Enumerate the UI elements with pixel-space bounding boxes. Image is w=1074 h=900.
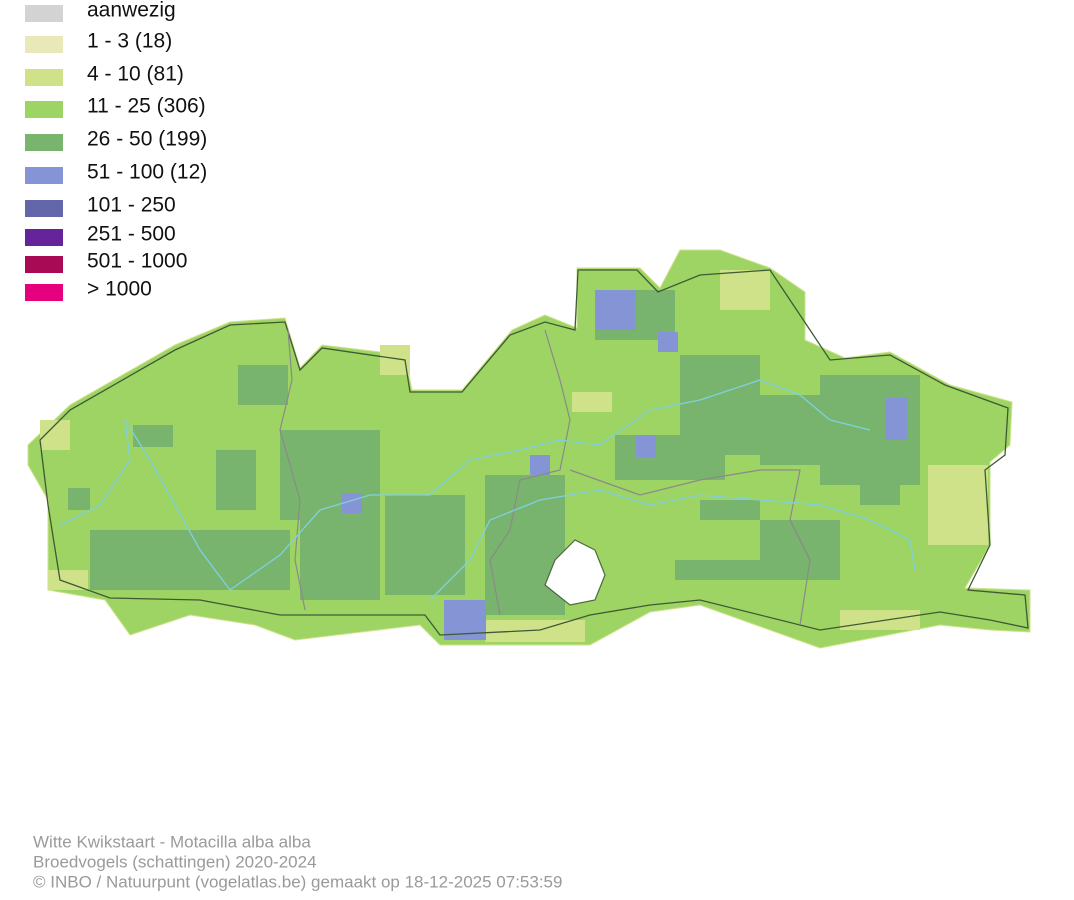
cell bbox=[636, 435, 656, 457]
province-border bbox=[489, 329, 571, 616]
map bbox=[27, 249, 1031, 649]
cell bbox=[68, 488, 90, 510]
cells-dark bbox=[68, 290, 920, 615]
cell bbox=[90, 530, 290, 590]
cell bbox=[572, 392, 612, 412]
legend-label: 4 - 10 (81) bbox=[87, 63, 184, 86]
cell bbox=[485, 475, 565, 615]
legend-swatch bbox=[25, 69, 63, 86]
footer-credit: © INBO / Natuurpunt (vogelatlas.be) gema… bbox=[33, 872, 562, 891]
cell bbox=[238, 365, 288, 405]
cell bbox=[700, 500, 760, 520]
legend-label: 1 - 3 (18) bbox=[87, 30, 172, 53]
cell bbox=[860, 465, 900, 505]
legend-label: 101 - 250 bbox=[87, 194, 176, 217]
legend-label: > 1000 bbox=[87, 278, 152, 301]
legend-swatch bbox=[25, 167, 63, 184]
cell bbox=[133, 425, 173, 447]
legend-label: 51 - 100 (12) bbox=[87, 161, 207, 184]
province-border bbox=[279, 329, 306, 611]
cell bbox=[675, 560, 785, 580]
cell bbox=[615, 435, 725, 480]
river bbox=[429, 489, 916, 601]
hole bbox=[544, 539, 606, 606]
cell bbox=[300, 520, 380, 600]
cells-light bbox=[40, 270, 988, 642]
cell bbox=[342, 493, 362, 513]
legend-label: 251 - 500 bbox=[87, 223, 176, 246]
cell bbox=[385, 495, 465, 595]
legend-swatch bbox=[25, 284, 63, 301]
cell bbox=[840, 610, 920, 630]
river bbox=[59, 379, 871, 591]
cell bbox=[216, 450, 256, 510]
legend: aanwezig 1 - 3 (18) 4 - 10 (81) 11 - 25 (30… bbox=[25, 0, 207, 301]
cell bbox=[48, 570, 88, 590]
cell bbox=[928, 465, 988, 545]
border bbox=[39, 269, 1029, 636]
footer-species: Witte Kwikstaart - Motacilla alba alba bbox=[33, 832, 311, 851]
legend-swatch bbox=[25, 134, 63, 151]
legend-label: 11 - 25 (306) bbox=[87, 95, 206, 118]
legend-swatch bbox=[25, 101, 63, 118]
legend-label: 501 - 1000 bbox=[87, 250, 187, 273]
legend-swatch bbox=[25, 200, 63, 217]
cell bbox=[720, 270, 770, 310]
legend-swatch bbox=[25, 256, 63, 273]
cell bbox=[596, 290, 636, 330]
cell bbox=[658, 332, 678, 352]
legend-swatch bbox=[25, 5, 63, 22]
cell bbox=[485, 620, 585, 642]
province-border bbox=[569, 469, 811, 626]
footer-dataset: Broedvogels (schattingen) 2020-2024 bbox=[33, 852, 317, 871]
legend-swatch bbox=[25, 229, 63, 246]
cell bbox=[280, 430, 380, 520]
cell bbox=[530, 455, 550, 475]
legend-label: 26 - 50 (199) bbox=[87, 128, 207, 151]
cell bbox=[886, 398, 908, 440]
legend-swatch bbox=[25, 36, 63, 53]
legend-label: aanwezig bbox=[87, 0, 176, 22]
